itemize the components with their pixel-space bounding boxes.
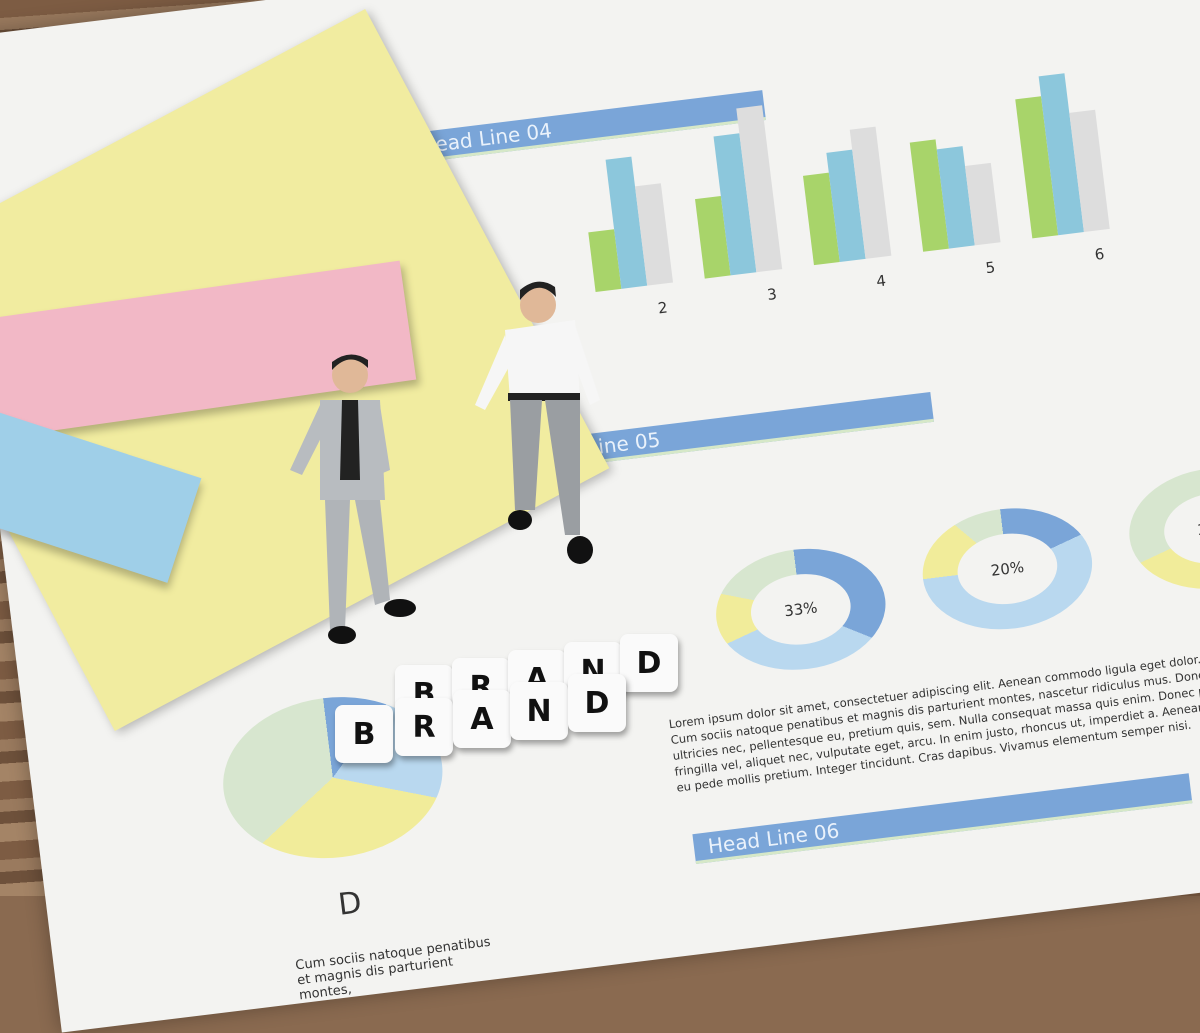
donut-label: 33% [746, 568, 855, 651]
bar-label: 6 [1093, 244, 1106, 264]
letter-cube: B [335, 705, 393, 763]
letter-cube: D [568, 674, 626, 732]
businessman-figure-suit [290, 354, 416, 644]
pie-label: D [336, 885, 364, 923]
letter-cube: A [453, 690, 511, 748]
letter-cube: R [395, 698, 453, 756]
businessman-figure-shirt [475, 281, 600, 564]
donut-chart: 30% [1122, 458, 1200, 599]
bar-label: 5 [984, 258, 997, 278]
bar-label: 2 [656, 298, 669, 318]
bar-label: 4 [875, 271, 888, 291]
bar-label: 3 [766, 284, 778, 305]
letter-cube: N [510, 682, 568, 740]
body-paragraph: Lorem ipsum dolor sit amet, consectetuer… [667, 641, 1200, 795]
donut-label: 20% [953, 528, 1062, 610]
headline-06: Head Line 06 [692, 773, 1193, 865]
donut-chart: 33% [709, 539, 893, 680]
donut-chart: 20% [915, 498, 1100, 639]
letter-cube: D [620, 634, 678, 692]
donut-label: 30% [1160, 487, 1200, 570]
caption: Cum sociis natoque penatibus et magnis d… [294, 934, 492, 1004]
